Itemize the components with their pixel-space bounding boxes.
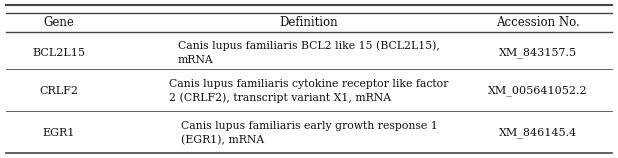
Text: EGR1: EGR1 <box>43 128 75 138</box>
Text: Canis lupus familiaris early growth response 1
(EGR1), mRNA: Canis lupus familiaris early growth resp… <box>180 121 438 145</box>
Text: Gene: Gene <box>43 16 74 29</box>
Text: XM_843157.5: XM_843157.5 <box>499 48 577 58</box>
Text: Canis lupus familiaris BCL2 like 15 (BCL2L15),
mRNA: Canis lupus familiaris BCL2 like 15 (BCL… <box>178 41 440 65</box>
Text: XM_846145.4: XM_846145.4 <box>499 127 577 138</box>
Text: XM_005641052.2: XM_005641052.2 <box>488 85 588 96</box>
Text: BCL2L15: BCL2L15 <box>32 48 85 58</box>
Text: Accession No.: Accession No. <box>496 16 580 29</box>
Text: Canis lupus familiaris cytokine receptor like factor
2 (CRLF2), transcript varia: Canis lupus familiaris cytokine receptor… <box>169 79 449 103</box>
Text: CRLF2: CRLF2 <box>39 86 78 96</box>
Text: Definition: Definition <box>280 16 338 29</box>
